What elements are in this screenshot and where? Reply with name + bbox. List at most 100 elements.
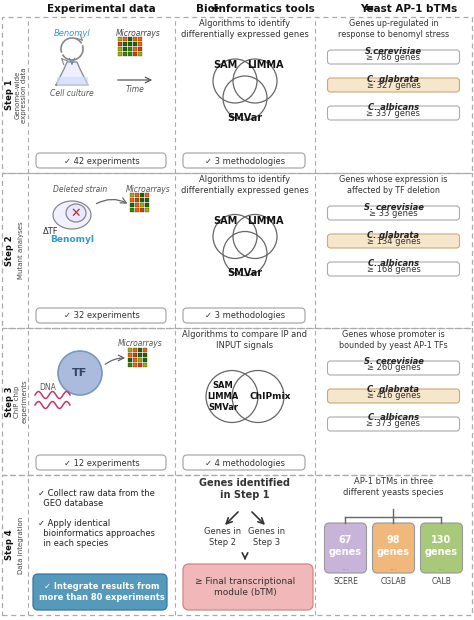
Bar: [130, 203, 135, 207]
Text: CGLAB: CGLAB: [381, 577, 406, 585]
Text: Algorithms to identify
differentially expressed genes: Algorithms to identify differentially ex…: [181, 19, 309, 40]
Bar: [128, 42, 133, 46]
Bar: [135, 192, 139, 197]
Text: Genes in
Step 3: Genes in Step 3: [248, 527, 285, 547]
Text: SMVar: SMVar: [228, 113, 263, 123]
Bar: [138, 358, 143, 362]
Bar: [2, 173, 472, 328]
Ellipse shape: [66, 204, 86, 222]
Polygon shape: [56, 62, 88, 85]
Text: C. glabrata: C. glabrata: [367, 386, 419, 394]
Circle shape: [58, 351, 102, 395]
Bar: [118, 51, 122, 56]
Text: Time: Time: [126, 84, 145, 94]
Bar: [128, 358, 133, 362]
Text: ChiP chip
experiments: ChiP chip experiments: [15, 379, 27, 423]
Text: ≥ 786 genes: ≥ 786 genes: [366, 53, 420, 61]
Text: ChIPmix: ChIPmix: [249, 392, 291, 401]
FancyBboxPatch shape: [328, 262, 459, 276]
Text: ✓ 3 methodologies: ✓ 3 methodologies: [205, 311, 285, 321]
Bar: [118, 46, 122, 51]
Text: SCERE: SCERE: [333, 577, 358, 585]
Text: Deleted strain: Deleted strain: [53, 185, 107, 193]
Bar: [135, 203, 139, 207]
Bar: [138, 347, 143, 352]
Text: CALB: CALB: [431, 577, 451, 585]
Text: C. albicans: C. albicans: [368, 259, 419, 267]
FancyBboxPatch shape: [328, 50, 459, 64]
Text: GEO database: GEO database: [38, 498, 103, 508]
Text: ΔTF: ΔTF: [43, 226, 59, 236]
Bar: [138, 363, 143, 367]
Bar: [133, 51, 137, 56]
Bar: [143, 363, 147, 367]
Text: C. albicans: C. albicans: [368, 102, 419, 112]
Text: =: =: [363, 2, 374, 16]
Bar: [143, 347, 147, 352]
Text: ≥ Final transcriptional
module (bTM): ≥ Final transcriptional module (bTM): [195, 577, 295, 598]
Text: C. albicans: C. albicans: [368, 414, 419, 422]
Text: ≥ 260 genes: ≥ 260 genes: [366, 363, 420, 373]
FancyBboxPatch shape: [420, 523, 463, 573]
FancyBboxPatch shape: [33, 574, 167, 610]
FancyBboxPatch shape: [328, 417, 459, 431]
Text: Genes whose expression is
affected by TF deletion: Genes whose expression is affected by TF…: [339, 175, 447, 195]
Text: Bioinformatics tools: Bioinformatics tools: [196, 4, 314, 14]
Bar: [128, 51, 133, 56]
Bar: [140, 192, 145, 197]
Text: +: +: [210, 2, 220, 16]
Bar: [133, 42, 137, 46]
Bar: [145, 198, 149, 202]
Text: ✓ 3 methodologies: ✓ 3 methodologies: [205, 156, 285, 166]
Text: C. glabrata: C. glabrata: [367, 231, 419, 239]
Bar: [140, 203, 145, 207]
Text: ✓ Collect raw data from the: ✓ Collect raw data from the: [38, 489, 155, 497]
Bar: [145, 203, 149, 207]
Text: Benomyl: Benomyl: [54, 29, 91, 37]
Text: Algorithms to identify
differentially expressed genes: Algorithms to identify differentially ex…: [181, 175, 309, 195]
Bar: [128, 363, 133, 367]
FancyBboxPatch shape: [328, 389, 459, 403]
Text: ✓ 4 methodologies: ✓ 4 methodologies: [205, 459, 285, 467]
Bar: [123, 46, 128, 51]
Text: S.cerevisiae: S.cerevisiae: [365, 46, 422, 56]
Bar: [138, 37, 143, 41]
Text: ≥ 327 genes: ≥ 327 genes: [366, 81, 420, 89]
Text: SAM
LIMMA
SMVar: SAM LIMMA SMVar: [207, 381, 238, 412]
FancyBboxPatch shape: [328, 106, 459, 120]
Bar: [140, 208, 145, 212]
Bar: [140, 198, 145, 202]
Text: ...: ...: [342, 564, 349, 572]
Text: DNA: DNA: [39, 384, 56, 392]
FancyBboxPatch shape: [183, 308, 305, 323]
Bar: [2, 17, 472, 173]
Text: Microarrays: Microarrays: [118, 340, 163, 348]
Bar: [118, 42, 122, 46]
Polygon shape: [57, 77, 87, 85]
Text: ≥ 168 genes: ≥ 168 genes: [366, 265, 420, 273]
Text: LIMMA: LIMMA: [247, 60, 283, 70]
Text: LIMMA: LIMMA: [247, 216, 283, 226]
Text: 130
genes: 130 genes: [425, 535, 458, 557]
Bar: [138, 353, 143, 357]
Text: TF: TF: [73, 368, 88, 378]
Text: Genes whose promoter is
bounded by yeast AP-1 TFs: Genes whose promoter is bounded by yeast…: [339, 330, 448, 350]
Text: C. glabrata: C. glabrata: [367, 74, 419, 84]
Text: Genes up-regulated in
response to benomyl stress: Genes up-regulated in response to benomy…: [338, 19, 449, 38]
Bar: [128, 37, 133, 41]
Bar: [130, 208, 135, 212]
FancyBboxPatch shape: [183, 153, 305, 168]
Text: S. cerevisiae: S. cerevisiae: [364, 358, 423, 366]
Bar: [2, 475, 472, 615]
Text: Cell culture: Cell culture: [50, 89, 94, 97]
Text: in each species: in each species: [38, 539, 108, 547]
Text: Genes identified
in Step 1: Genes identified in Step 1: [200, 478, 291, 500]
Text: 98
genes: 98 genes: [377, 535, 410, 557]
Text: ...: ...: [390, 564, 397, 572]
FancyBboxPatch shape: [328, 206, 459, 220]
Bar: [130, 198, 135, 202]
Bar: [128, 353, 133, 357]
Bar: [118, 37, 122, 41]
Text: ✓ Integrate results from
more than 80 experiments: ✓ Integrate results from more than 80 ex…: [38, 582, 164, 603]
Text: Yeast AP-1 bTMs: Yeast AP-1 bTMs: [360, 4, 457, 14]
